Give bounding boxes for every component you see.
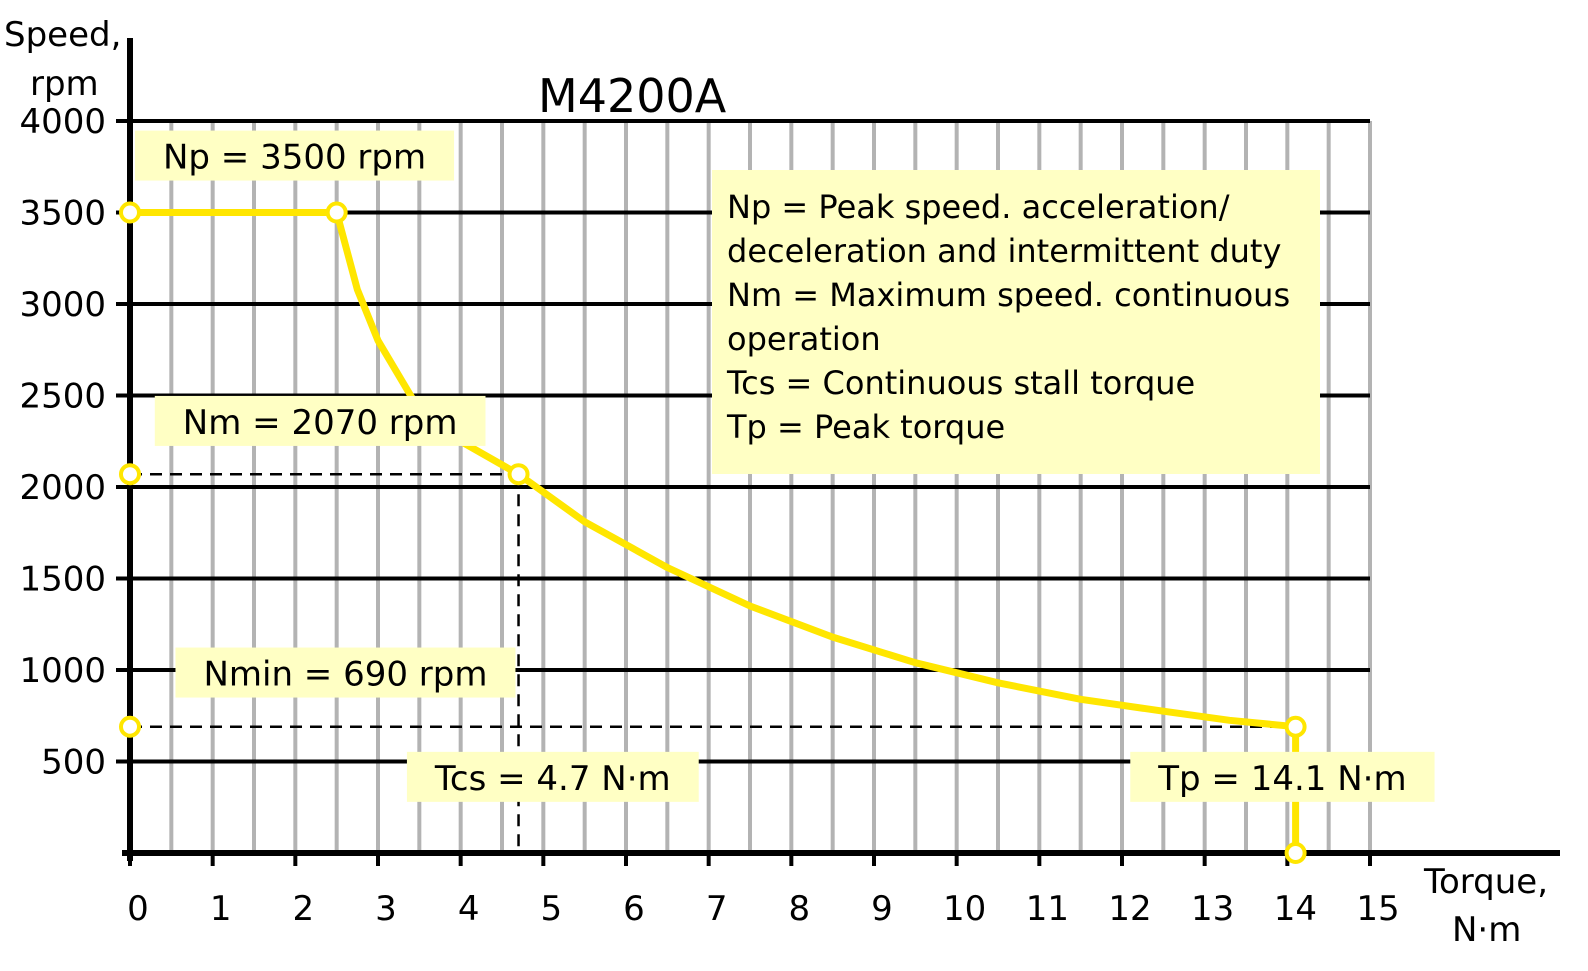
x-tick-label: 12	[1108, 889, 1151, 929]
x-tick-label: 0	[127, 889, 149, 929]
annotation-background	[406, 751, 699, 802]
annotation-background	[175, 647, 516, 698]
reference-lines	[130, 472, 1296, 853]
data-point-marker	[119, 201, 141, 224]
y-axis-title-line2: rpm	[30, 64, 99, 104]
x-tick-label: 10	[943, 889, 986, 929]
data-point-marker	[1284, 842, 1307, 864]
annotation-background	[154, 395, 486, 446]
y-tick-label: 4000	[19, 102, 106, 142]
annotation-text: Tp = 14.1 N·m	[1157, 759, 1406, 799]
x-tick-label: 5	[541, 889, 563, 929]
x-tick-label: 1	[210, 889, 232, 929]
grid	[130, 119, 1372, 853]
x-tick-label: 8	[789, 889, 811, 929]
legend-background	[712, 170, 1320, 474]
annotations: Np = 3500 rpm Nm = 2070 rpm Nmin = 690 rpm…	[134, 130, 1435, 802]
markers	[119, 201, 1307, 864]
speed-torque-curve	[126, 209, 1300, 857]
legend-line: Nm = Maximum speed. continuous	[727, 276, 1290, 314]
x-tick-label: 14	[1274, 889, 1317, 929]
annotation-label: Nm = 2070 rpm	[154, 395, 486, 446]
annotation-label: Tcs = 4.7 N·m	[406, 751, 699, 802]
legend-line: Tcs = Continuous stall torque	[726, 364, 1195, 402]
legend-line: Np = Peak speed. acceleration/	[727, 188, 1230, 226]
tick-labels: 0 1 2 3 4 5 6 7 8 9 10 11 12 13 14 15500100015002000250…	[19, 102, 1399, 929]
x-axis-title-line2: N·m	[1452, 910, 1521, 950]
x-tick-label: 4	[458, 889, 480, 929]
series-curve	[126, 209, 1300, 857]
y-tick-label: 2000	[19, 468, 106, 508]
x-tick-label: 7	[706, 889, 728, 929]
y-tick-label: 3000	[19, 285, 106, 325]
annotation-label: Nmin = 690 rpm	[175, 647, 516, 698]
x-tick-label: 15	[1356, 889, 1399, 929]
annotation-label: Np = 3500 rpm	[134, 130, 455, 181]
data-point-marker	[119, 715, 141, 738]
y-tick-label: 1500	[19, 560, 106, 600]
annotation-label: Tp = 14.1 N·m	[1130, 751, 1435, 802]
annotation-text: Tcs = 4.7 N·m	[434, 759, 671, 799]
y-tick-label: 500	[41, 743, 106, 783]
data-point-marker	[1284, 715, 1307, 738]
chart-title: M4200A	[538, 69, 727, 123]
y-tick-label: 2500	[19, 377, 106, 417]
x-tick-label: 11	[1026, 889, 1069, 929]
y-tick-label: 1000	[19, 651, 106, 691]
x-tick-label: 3	[375, 889, 397, 929]
annotation-background	[134, 130, 455, 181]
x-axis-title-line1: Torque,	[1423, 862, 1548, 902]
y-axis-title-line1: Speed,	[4, 15, 121, 55]
data-point-marker	[325, 201, 348, 224]
legend: Np = Peak speed. acceleration/decelerati…	[712, 170, 1320, 474]
annotation-text: Nmin = 690 rpm	[203, 655, 487, 695]
annotation-text: Nm = 2070 rpm	[183, 403, 458, 443]
x-tick-label: 6	[623, 889, 645, 929]
legend-line: Tp = Peak torque	[726, 408, 1005, 446]
legend-line: operation	[727, 320, 881, 358]
x-tick-label: 9	[871, 889, 893, 929]
y-tick-label: 3500	[19, 194, 106, 234]
annotation-text: Np = 3500 rpm	[163, 138, 426, 178]
x-tick-label: 13	[1191, 889, 1234, 929]
x-tick-label: 2	[293, 889, 315, 929]
data-point-marker	[119, 463, 141, 486]
legend-line: deceleration and intermittent duty	[727, 232, 1281, 270]
annotation-background	[1130, 751, 1435, 802]
data-point-marker	[507, 463, 530, 486]
